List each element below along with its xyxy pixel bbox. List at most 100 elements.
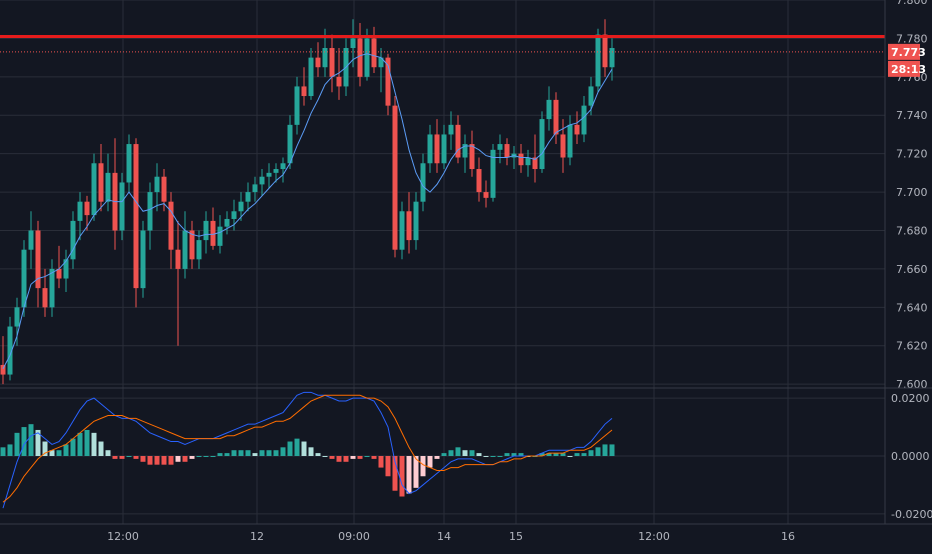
- bear-candle-body: [392, 105, 398, 250]
- y-tick-label: 7.800: [896, 0, 928, 7]
- y-tick-label: 7.660: [896, 263, 928, 276]
- histogram-bar: [448, 450, 454, 456]
- histogram-bar: [434, 456, 440, 459]
- histogram-bar: [287, 441, 293, 456]
- candlesticks: [0, 19, 615, 385]
- bear-candle-body: [210, 220, 216, 246]
- moving-average: [2, 53, 613, 370]
- x-tick-label: 12:00: [638, 530, 670, 543]
- macd-y-tick-label: -0.0200: [891, 508, 932, 521]
- histogram-bar: [469, 450, 475, 456]
- bull-candle-body: [609, 48, 615, 68]
- y-tick-label: 7.780: [896, 32, 928, 45]
- bull-candle-body: [77, 201, 83, 221]
- bull-candle-body: [259, 176, 265, 185]
- bear-candle-body: [553, 99, 559, 135]
- histogram-bar: [140, 456, 146, 462]
- histogram-bar: [175, 456, 181, 462]
- histogram-bar: [0, 447, 6, 456]
- histogram-bar: [280, 447, 286, 456]
- x-tick-label: 12:00: [107, 530, 139, 543]
- bull-candle-body: [105, 172, 111, 202]
- grid-lines: [0, 0, 885, 524]
- bear-candle-body: [42, 288, 48, 308]
- bear-candle-body: [161, 176, 167, 202]
- histogram-bar: [21, 427, 27, 456]
- histogram-bar: [518, 453, 524, 456]
- price-levels: [0, 34, 885, 53]
- histogram-bar: [399, 456, 405, 497]
- macd-y-tick-label: 0.0000: [891, 450, 930, 463]
- bear-candle-body: [504, 144, 510, 158]
- countdown-label: 28:13: [891, 63, 926, 76]
- bear-candle-body: [35, 230, 41, 289]
- histogram-bar: [315, 453, 321, 456]
- bear-candle-body: [476, 169, 482, 193]
- histogram-bar: [294, 438, 300, 456]
- histogram-bar: [14, 432, 20, 456]
- bull-candle-body: [364, 38, 370, 77]
- bull-candle-body: [308, 57, 314, 97]
- bull-candle-body: [119, 182, 125, 231]
- last-price-badge: [888, 43, 920, 60]
- bear-candle-body: [469, 144, 475, 170]
- bull-candle-body: [497, 144, 503, 150]
- histogram-bar: [413, 456, 419, 488]
- histogram-bar: [560, 453, 566, 456]
- bull-candle-body: [238, 201, 244, 212]
- bull-candle-body: [595, 34, 601, 87]
- histogram-bar: [273, 450, 279, 456]
- bear-candle-body: [357, 38, 363, 77]
- bull-candle-body: [280, 163, 286, 170]
- histogram-bar: [385, 456, 391, 477]
- histogram-bar: [168, 456, 174, 465]
- bear-candle-body: [336, 76, 342, 87]
- histogram-bar: [105, 450, 111, 456]
- y-tick-label: 7.620: [896, 340, 928, 353]
- bear-candle-body: [56, 268, 62, 279]
- bear-candle-body: [0, 364, 6, 375]
- y-tick-label: 7.680: [896, 224, 928, 237]
- bear-candle-body: [168, 201, 174, 250]
- bull-candle-body: [413, 201, 419, 241]
- bear-candle-body: [560, 134, 566, 158]
- histogram-bar: [42, 441, 48, 456]
- bull-candle-body: [140, 230, 146, 289]
- bull-candle-body: [427, 134, 433, 164]
- y-tick-label: 7.720: [896, 148, 928, 161]
- bear-candle-body: [455, 124, 461, 158]
- histogram-bar: [126, 456, 132, 457]
- bull-candle-body: [63, 259, 69, 279]
- histogram-bar: [308, 447, 314, 456]
- histogram-bar: [245, 450, 251, 456]
- histogram-bar: [119, 456, 125, 459]
- bull-candle-body: [224, 218, 230, 227]
- histogram-bar: [182, 456, 188, 462]
- histogram-bar: [602, 444, 608, 456]
- histogram-bar: [231, 450, 237, 456]
- bull-candle-body: [14, 307, 20, 327]
- histogram-bar: [203, 456, 209, 457]
- bull-candle-body: [420, 163, 426, 202]
- histogram-bar: [378, 456, 384, 468]
- bull-candle-body: [70, 220, 76, 260]
- macd-histogram: [0, 424, 615, 497]
- histogram-bar: [7, 444, 13, 456]
- y-tick-label: 7.600: [896, 378, 928, 391]
- bull-candle-body: [399, 211, 405, 250]
- bear-candle-body: [602, 34, 608, 68]
- macd-lines: [2, 391, 613, 509]
- histogram-bar: [574, 453, 580, 456]
- bull-candle-body: [273, 169, 279, 173]
- histogram-bar: [210, 456, 216, 457]
- histogram-bar: [154, 456, 160, 465]
- histogram-bar: [420, 456, 426, 477]
- bull-candle-body: [7, 326, 13, 375]
- bull-candle-body: [154, 176, 160, 193]
- histogram-bar: [595, 447, 601, 456]
- bull-candle-body: [567, 124, 573, 158]
- histogram-bar: [350, 456, 356, 459]
- histogram-bar: [28, 424, 34, 456]
